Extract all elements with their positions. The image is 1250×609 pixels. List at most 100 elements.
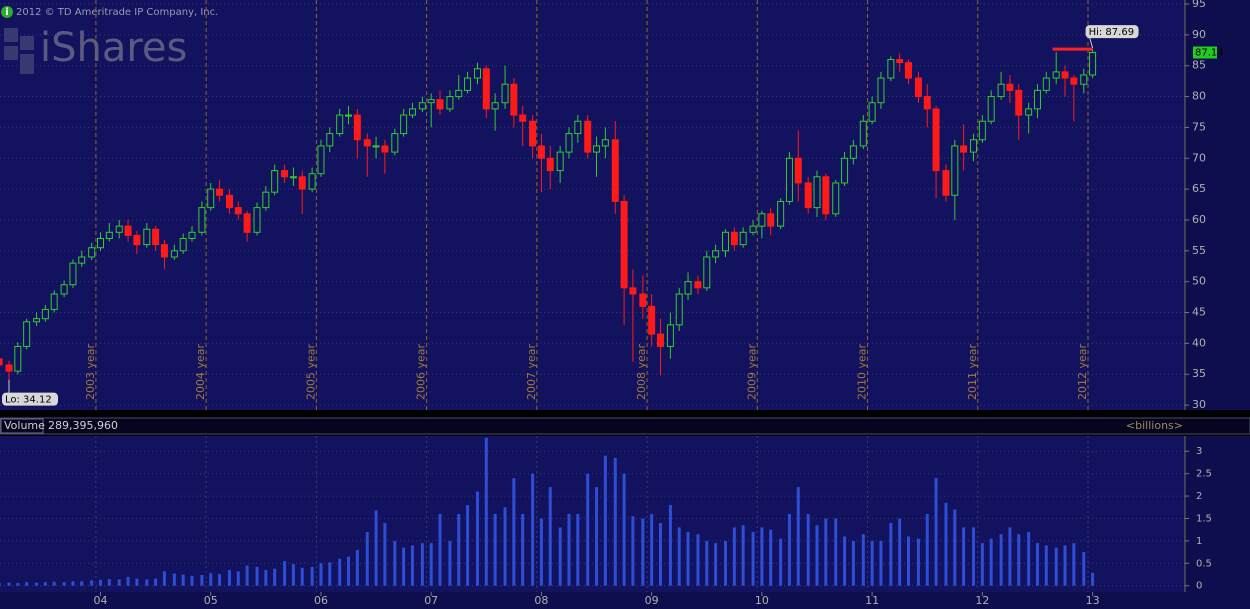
price-axis-panel — [1186, 0, 1250, 410]
candle-body — [188, 231, 196, 239]
volume-bar — [512, 478, 516, 586]
volume-bar — [824, 518, 828, 586]
volume-bar — [879, 540, 883, 586]
candle-body — [546, 157, 554, 172]
volume-bar — [16, 583, 20, 586]
volume-bar — [934, 478, 938, 586]
candle-body — [923, 96, 931, 110]
candle-body — [1070, 77, 1078, 85]
volume-bar — [1027, 531, 1031, 586]
candle-body — [179, 237, 187, 252]
candle-body — [418, 102, 426, 110]
volume-bar — [319, 563, 323, 586]
candle-body — [308, 173, 316, 190]
volume-bar — [393, 540, 397, 586]
y-tick-label: 90 — [1192, 28, 1206, 41]
y-tick-label: 80 — [1192, 90, 1206, 103]
year-label: 2010 year — [856, 343, 869, 400]
y-tick-label: 0 — [1196, 581, 1202, 592]
volume-bar — [851, 540, 855, 586]
volume-bar — [613, 457, 617, 586]
volume-bar — [255, 566, 259, 586]
candle-body — [317, 145, 325, 175]
candle-body — [198, 207, 206, 233]
x-tick-label: 04 — [93, 594, 107, 607]
volume-bar — [769, 529, 773, 586]
y-tick-label: 40 — [1192, 336, 1206, 349]
y-tick-label: 70 — [1192, 151, 1206, 164]
copyright: 2012 © TD Ameritrade IP Company, Inc. — [16, 7, 218, 18]
candle-body — [50, 293, 58, 310]
volume-bar — [696, 534, 700, 586]
volume-bar — [154, 578, 158, 586]
candle-body — [345, 114, 353, 117]
candle-body — [813, 176, 821, 209]
candle-body — [353, 114, 361, 141]
volume-bar — [714, 543, 718, 586]
year-label: 2007 year — [525, 343, 538, 400]
y-tick-label: 35 — [1192, 367, 1206, 380]
low-bubble — [2, 392, 58, 406]
candle-body — [5, 364, 13, 372]
candle-body — [298, 176, 306, 190]
candle-body — [78, 256, 86, 264]
candle-body — [96, 237, 104, 249]
candle-body — [143, 228, 151, 246]
candle-body — [942, 170, 950, 196]
y-tick-label: 50 — [1192, 275, 1206, 288]
candle-body — [482, 68, 490, 110]
candle-body — [932, 108, 940, 172]
candle-body — [491, 102, 499, 110]
candle-body — [372, 145, 380, 148]
volume-bar — [200, 574, 204, 586]
candle-body — [207, 188, 215, 209]
candle-body — [987, 96, 995, 122]
candle-body — [648, 305, 656, 335]
candle-body — [400, 114, 408, 135]
volume-bar — [595, 487, 599, 586]
volume-bar — [989, 538, 993, 586]
volume-bar — [264, 570, 268, 586]
volume-bar — [834, 518, 838, 586]
candle-body — [408, 108, 416, 116]
volume-bar — [779, 538, 783, 586]
volume-panel — [0, 436, 1185, 592]
candle-body — [60, 284, 68, 295]
volume-bar — [603, 455, 607, 586]
volume-bar — [190, 575, 194, 586]
volume-bar — [43, 582, 47, 586]
year-label: 2012 year — [1076, 343, 1089, 400]
candle-body — [152, 228, 160, 246]
candle-body — [1015, 89, 1023, 116]
candle-body — [675, 293, 683, 326]
volume-bar — [907, 536, 910, 586]
volume-bar — [658, 522, 662, 586]
y-tick-label: 30 — [1192, 398, 1206, 411]
volume-bar — [732, 527, 736, 586]
volume-bar — [999, 534, 1003, 586]
candle-body — [574, 120, 582, 135]
candle-body — [1089, 52, 1097, 76]
candle-body — [501, 83, 509, 104]
volume-bar — [787, 514, 791, 586]
candle-body — [584, 120, 592, 153]
volume-bar — [117, 579, 121, 586]
volume-bar — [90, 580, 94, 586]
y-tick-label: 2.5 — [1196, 469, 1212, 480]
info-icon-glyph: i — [5, 7, 8, 18]
x-tick-label: 08 — [534, 594, 548, 607]
volume-bar — [980, 543, 984, 586]
volume-bar — [62, 582, 66, 586]
volume-bar — [457, 514, 461, 586]
volume-bar — [898, 518, 902, 586]
volume-bars — [0, 437, 1095, 586]
volume-bar — [962, 527, 966, 586]
candle-body — [832, 182, 840, 215]
volume-bar — [162, 571, 166, 586]
volume-bar — [227, 570, 231, 586]
y-tick-label: 65 — [1192, 182, 1206, 195]
candle-body — [730, 231, 738, 246]
y-tick-label: 45 — [1192, 306, 1206, 319]
volume-bar — [953, 509, 957, 586]
